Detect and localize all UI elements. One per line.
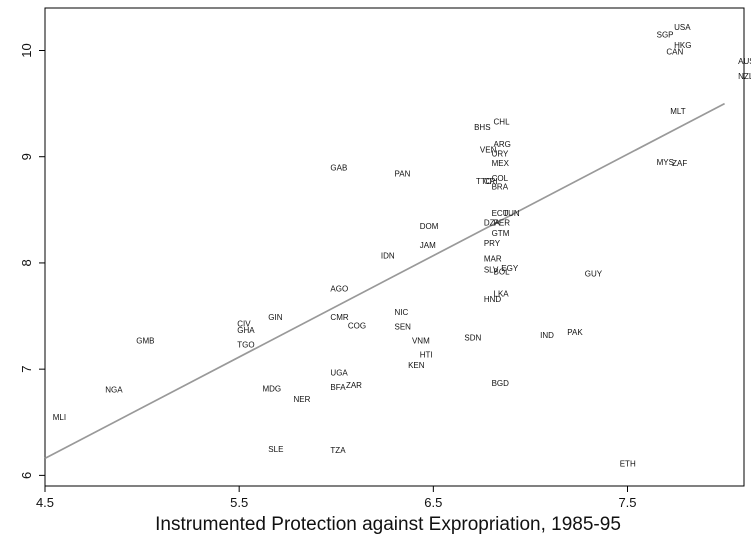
- country-point-label: CAN: [666, 48, 683, 57]
- y-tick-label: 8: [19, 259, 34, 266]
- country-point-label: MLI: [53, 413, 66, 422]
- fit-line: [44, 102, 725, 460]
- country-point-label: GIN: [268, 313, 282, 322]
- country-point-label: GHA: [237, 326, 255, 335]
- country-point-label: HTI: [420, 350, 433, 359]
- country-point-label: GTM: [492, 229, 510, 238]
- country-point-label: TTO: [476, 177, 492, 186]
- country-point-label: USA: [674, 23, 691, 32]
- country-point-label: BFA: [330, 383, 346, 392]
- country-point-label: ETH: [620, 460, 636, 469]
- country-point-label: BGD: [492, 379, 510, 388]
- country-point-label: SLV: [484, 265, 499, 274]
- y-tick-label: 6: [19, 472, 34, 479]
- country-point-label: GAB: [330, 163, 347, 172]
- country-point-label: ZAF: [672, 159, 687, 168]
- country-point-label: PRY: [484, 239, 501, 248]
- y-tick-label: 9: [19, 153, 34, 160]
- country-point-label: DZA: [484, 219, 501, 228]
- x-tick-label: 7.5: [618, 495, 636, 510]
- country-point-label: VEN: [480, 145, 497, 154]
- country-point-label: CHL: [494, 118, 511, 127]
- country-point-label: ARG: [494, 140, 511, 149]
- country-point-label: UGA: [330, 368, 348, 377]
- country-point-label: NIC: [395, 308, 409, 317]
- country-point-label: GUY: [585, 270, 603, 279]
- country-point-label: AUS: [738, 57, 751, 66]
- country-point-label: PAK: [567, 328, 583, 337]
- y-tick-label: 7: [19, 366, 34, 373]
- country-point-label: JAM: [420, 241, 436, 250]
- country-point-label: TZA: [330, 446, 346, 455]
- fit-line-layer: [44, 102, 725, 460]
- country-point-label: ECU: [492, 209, 509, 218]
- country-point-label: CIV: [237, 319, 251, 328]
- country-point-label: SLE: [268, 445, 283, 454]
- country-point-label: AGO: [330, 284, 348, 293]
- country-point-label: NGA: [105, 385, 123, 394]
- country-point-label: URY: [492, 150, 509, 159]
- country-point-label: NER: [294, 395, 311, 404]
- y-tick-label: 10: [19, 43, 34, 57]
- country-point-label: MLT: [670, 107, 686, 116]
- x-tick-label: 6.5: [424, 495, 442, 510]
- country-point-label: CMR: [330, 313, 348, 322]
- country-point-label: HND: [484, 295, 502, 304]
- country-point-label: GMB: [136, 336, 154, 345]
- country-point-label: NZL: [738, 72, 751, 81]
- x-axis-title: Instrumented Protection against Expropri…: [155, 514, 621, 535]
- country-point-label: MYS: [657, 158, 674, 167]
- x-tick-label: 4.5: [36, 495, 54, 510]
- country-point-label: KEN: [408, 361, 425, 370]
- country-point-label: EGY: [501, 264, 519, 273]
- country-point-label: PER: [494, 219, 511, 228]
- country-point-label: BOL: [494, 267, 511, 276]
- country-point-label: PAN: [395, 170, 411, 179]
- country-point-label: SEN: [395, 323, 412, 332]
- country-point-label: ZAR: [346, 381, 362, 390]
- country-point-label: VNM: [412, 336, 430, 345]
- country-point-label: BHS: [474, 123, 490, 132]
- x-tick-label: 5.5: [230, 495, 248, 510]
- country-point-label: IND: [540, 331, 554, 340]
- country-point-label: MAR: [484, 255, 502, 264]
- country-point-label: TGO: [237, 341, 254, 350]
- country-point-label: COG: [348, 322, 366, 331]
- country-point-label: IDN: [381, 251, 395, 260]
- country-point-label: TUN: [503, 209, 520, 218]
- country-point-label: MDG: [262, 384, 281, 393]
- plot-frame: [44, 7, 745, 487]
- country-point-label: LKA: [494, 290, 510, 299]
- country-point-label: BRA: [492, 182, 509, 191]
- axes-layer: 4.5 5.5 6.5 7.5 6 7 8 9 10: [19, 7, 745, 510]
- country-point-label: CRI: [484, 177, 498, 186]
- country-point-label: SGP: [657, 31, 674, 40]
- country-point-label: SDN: [464, 333, 481, 342]
- country-point-label: MEX: [492, 159, 510, 168]
- country-point-label: COL: [492, 174, 509, 183]
- country-point-label: HKG: [674, 41, 691, 50]
- country-point-label: DOM: [420, 222, 439, 231]
